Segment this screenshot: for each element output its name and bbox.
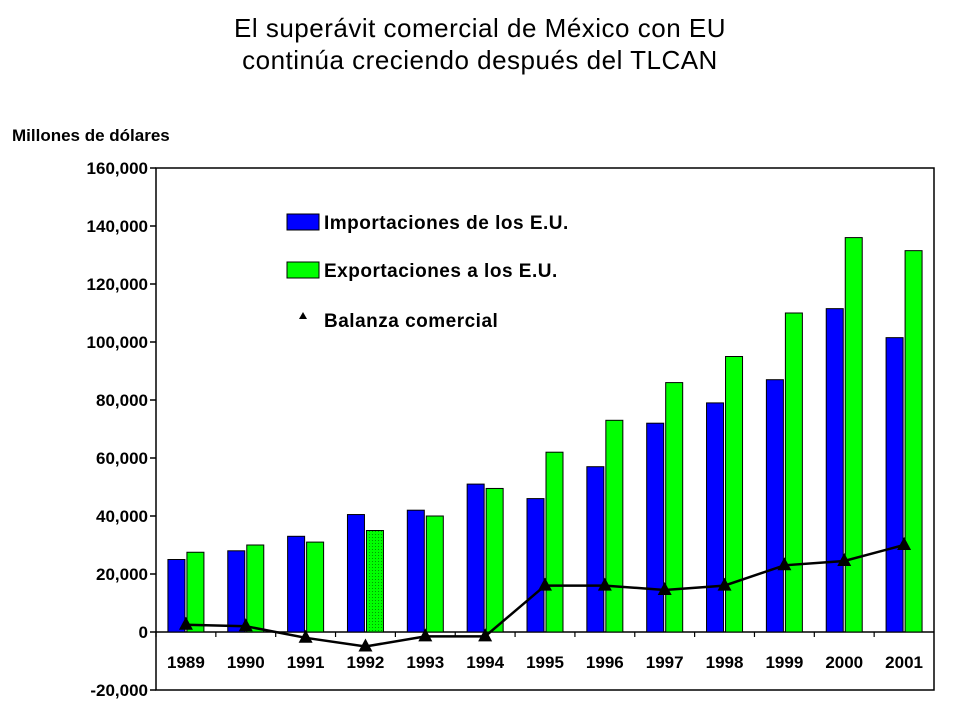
x-tick-label: 1998 xyxy=(706,653,744,672)
balance-marker xyxy=(238,618,253,632)
export-bar xyxy=(605,419,624,633)
export-bar xyxy=(844,237,863,633)
balance-marker xyxy=(657,581,672,595)
import-bar xyxy=(346,514,365,633)
import-bar xyxy=(825,308,844,633)
x-tick-label: 1993 xyxy=(406,653,444,672)
import-bar xyxy=(706,402,725,633)
plot-frame xyxy=(155,167,935,691)
balance-marker xyxy=(298,629,313,643)
import-bar xyxy=(586,466,605,633)
y-tick-label: 20,000 xyxy=(96,565,148,584)
import-bar xyxy=(765,379,784,633)
export-bar xyxy=(365,530,384,633)
balance-marker xyxy=(418,628,433,642)
y-tick-label: 100,000 xyxy=(87,333,148,352)
legend-label-imports: Importaciones de los E.U. xyxy=(324,213,569,234)
import-bar xyxy=(406,509,425,633)
legend-marker-balance xyxy=(299,312,307,319)
balance-marker xyxy=(777,557,792,571)
chart-title: El superávit comercial de México con EU … xyxy=(0,12,960,76)
x-tick-label: 1996 xyxy=(586,653,624,672)
export-bar xyxy=(904,250,923,633)
y-tick-label: 0 xyxy=(139,623,148,642)
export-bar xyxy=(485,487,504,633)
export-bar xyxy=(545,451,564,633)
chart-title-line-1: El superávit comercial de México con EU xyxy=(233,13,727,43)
import-bar xyxy=(227,550,246,633)
import-bar xyxy=(526,498,545,633)
y-axis-label: Millones de dólares xyxy=(12,126,170,145)
y-tick-label: 140,000 xyxy=(87,217,148,236)
legend-swatch-exports xyxy=(286,261,320,279)
y-tick-label: -20,000 xyxy=(90,681,148,700)
x-tick-label: 1995 xyxy=(526,653,564,672)
export-bar xyxy=(306,541,325,633)
x-tick-label: 1999 xyxy=(765,653,803,672)
balance-marker xyxy=(178,616,193,630)
balance-marker xyxy=(358,638,373,652)
balance-marker xyxy=(717,577,732,591)
import-bar xyxy=(287,535,306,633)
legend-label-balance: Balanza comercial xyxy=(324,311,498,332)
x-tick-label: 2000 xyxy=(825,653,863,672)
x-tick-label: 1997 xyxy=(646,653,684,672)
export-bar xyxy=(246,544,265,633)
import-bar xyxy=(466,483,485,633)
balance-marker xyxy=(538,577,552,591)
legend-label-exports: Exportaciones a los E.U. xyxy=(324,261,558,282)
export-bar xyxy=(186,551,205,633)
legend-swatch-imports xyxy=(286,213,320,231)
x-tick-label: 2001 xyxy=(885,653,923,672)
y-tick-label: 80,000 xyxy=(96,391,148,410)
x-tick-label: 1990 xyxy=(227,653,265,672)
export-bar xyxy=(425,515,444,633)
import-bar xyxy=(167,559,186,633)
y-tick-label: 40,000 xyxy=(96,507,148,526)
y-tick-label: 60,000 xyxy=(96,449,148,468)
balance-marker xyxy=(837,552,852,566)
export-bar xyxy=(784,312,803,633)
export-bar xyxy=(725,356,744,633)
balance-marker xyxy=(897,537,912,550)
chart-title-line-2: continúa creciendo después del TLCAN xyxy=(242,45,718,75)
x-tick-label: 1991 xyxy=(287,653,325,672)
x-tick-label: 1989 xyxy=(167,653,205,672)
balance-marker xyxy=(478,628,493,642)
y-tick-label: 120,000 xyxy=(87,275,148,294)
import-bar xyxy=(885,337,904,633)
import-bar xyxy=(646,422,665,633)
balance-marker xyxy=(597,577,612,591)
export-bar xyxy=(665,382,684,633)
x-tick-label: 1992 xyxy=(347,653,385,672)
y-tick-label: 160,000 xyxy=(87,159,148,178)
x-tick-label: 1994 xyxy=(466,653,504,672)
